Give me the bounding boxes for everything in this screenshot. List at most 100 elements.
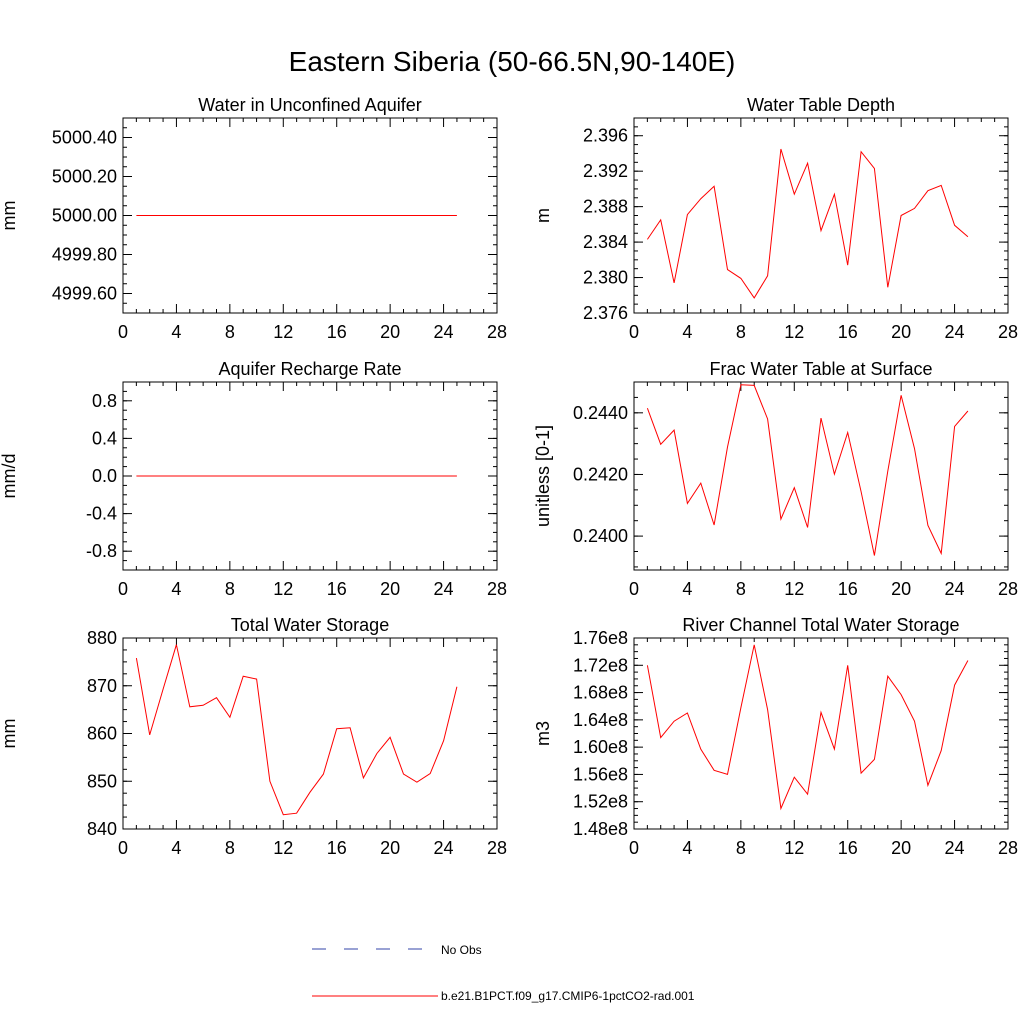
- x-tick-label: 4: [682, 322, 692, 342]
- x-tick-label: 4: [682, 838, 692, 858]
- x-tick-label: 28: [998, 838, 1018, 858]
- x-tick-label: 8: [225, 838, 235, 858]
- chart-panel-4: Frac Water Table at Surface 0 4 8 12 16 20 24 28…: [533, 359, 1018, 599]
- y-tick-label: 0.2420: [573, 464, 628, 484]
- y-tick-label: 0.2400: [573, 526, 628, 546]
- x-tick-label: 28: [998, 322, 1018, 342]
- legend: No Obs b.e21.B1PCT.f09_g17.CMIP6-1pctCO2-…: [312, 943, 695, 1003]
- chart-panel-2: Water Table Depth 0 4 8 12 16 20 24 28 2.376 2.380…: [533, 95, 1018, 342]
- x-tick-label: 28: [487, 579, 507, 599]
- x-tick-label: 16: [838, 579, 858, 599]
- y-tick-label: -0.8: [86, 541, 117, 561]
- x-tick-label: 20: [891, 322, 911, 342]
- panel-title: Total Water Storage: [231, 615, 389, 635]
- y-tick-label: -0.4: [86, 504, 117, 524]
- panel-title: Aquifer Recharge Rate: [218, 359, 401, 379]
- series-line: [646, 644, 969, 811]
- x-tick-label: 28: [487, 838, 507, 858]
- series-line: [646, 384, 969, 556]
- figure-title: Eastern Siberia (50-66.5N,90-140E): [288, 46, 736, 77]
- plot-frame: [633, 637, 1009, 830]
- y-tick-label: 850: [87, 771, 117, 791]
- x-tick-label: 24: [945, 579, 965, 599]
- x-tick-label: 0: [118, 579, 128, 599]
- series-line: [646, 148, 969, 299]
- x-tick-label: 16: [838, 322, 858, 342]
- y-tick-label: 0.0: [92, 466, 117, 486]
- x-tick-label: 20: [380, 838, 400, 858]
- chart-panel-1: Water in Unconfined Aquifer 0 4 8 12 16 20 24 28…: [0, 95, 507, 342]
- y-tick-label: 2.396: [583, 126, 628, 146]
- y-tick-label: 860: [87, 724, 117, 744]
- plot-frame: [633, 381, 1009, 571]
- y-tick-label: 2.388: [583, 197, 628, 217]
- y-axis-label: mm: [0, 201, 19, 231]
- y-tick-label: 1.72e8: [573, 655, 628, 675]
- y-tick-label: 5000.20: [52, 167, 117, 187]
- y-tick-label: 0.2440: [573, 403, 628, 423]
- x-tick-label: 0: [629, 322, 639, 342]
- x-tick-label: 12: [784, 838, 804, 858]
- x-tick-label: 4: [171, 322, 181, 342]
- x-tick-label: 8: [736, 838, 746, 858]
- x-tick-label: 8: [225, 579, 235, 599]
- chart-panel-5: Total Water Storage 0 4 8 12 16 20 24 28 840 850 86…: [0, 615, 507, 858]
- y-tick-label: 870: [87, 676, 117, 696]
- y-tick-label: 1.68e8: [573, 683, 628, 703]
- x-tick-label: 20: [891, 579, 911, 599]
- x-tick-label: 20: [380, 322, 400, 342]
- y-tick-label: 2.380: [583, 268, 628, 288]
- x-tick-label: 8: [736, 322, 746, 342]
- series-line: [135, 644, 458, 816]
- x-tick-label: 12: [273, 322, 293, 342]
- x-tick-label: 28: [487, 322, 507, 342]
- y-tick-label: 4999.80: [52, 245, 117, 265]
- y-tick-label: 0.8: [92, 391, 117, 411]
- x-tick-label: 0: [118, 838, 128, 858]
- y-tick-label: 4999.60: [52, 284, 117, 304]
- x-tick-label: 0: [629, 579, 639, 599]
- plot-frame: [633, 117, 1009, 314]
- y-tick-label: 5000.00: [52, 206, 117, 226]
- x-tick-label: 4: [171, 838, 181, 858]
- y-tick-label: 2.392: [583, 161, 628, 181]
- y-tick-label: 2.384: [583, 232, 628, 252]
- x-tick-label: 16: [327, 579, 347, 599]
- x-tick-label: 16: [327, 322, 347, 342]
- x-tick-label: 12: [784, 322, 804, 342]
- x-tick-label: 16: [838, 838, 858, 858]
- x-tick-label: 20: [891, 838, 911, 858]
- x-tick-label: 16: [327, 838, 347, 858]
- y-tick-label: 0.4: [92, 428, 117, 448]
- x-tick-label: 20: [380, 579, 400, 599]
- panel-title: Water in Unconfined Aquifer: [198, 95, 421, 115]
- x-tick-label: 4: [171, 579, 181, 599]
- y-tick-label: 840: [87, 819, 117, 839]
- y-tick-label: 1.48e8: [573, 819, 628, 839]
- x-tick-label: 12: [273, 838, 293, 858]
- chart-panel-6: River Channel Total Water Storage 0 4 8 12 16…: [533, 615, 1018, 858]
- x-tick-label: 4: [682, 579, 692, 599]
- y-tick-label: 880: [87, 628, 117, 648]
- x-tick-label: 12: [784, 579, 804, 599]
- x-tick-label: 24: [434, 322, 454, 342]
- panel-title: Water Table Depth: [747, 95, 895, 115]
- x-tick-label: 24: [945, 322, 965, 342]
- x-tick-label: 8: [225, 322, 235, 342]
- panel-title: River Channel Total Water Storage: [682, 615, 959, 635]
- y-axis-label: unitless [0-1]: [533, 425, 553, 527]
- y-tick-label: 1.64e8: [573, 710, 628, 730]
- chart-panel-3: Aquifer Recharge Rate 0 4 8 12 16 20 24 28 -0.8 -0…: [0, 359, 507, 599]
- x-tick-label: 0: [629, 838, 639, 858]
- x-tick-label: 12: [273, 579, 293, 599]
- x-tick-label: 24: [434, 579, 454, 599]
- x-tick-label: 24: [434, 838, 454, 858]
- x-tick-label: 28: [998, 579, 1018, 599]
- legend-label-model: b.e21.B1PCT.f09_g17.CMIP6-1pctCO2-rad.00…: [441, 989, 695, 1003]
- panel-title: Frac Water Table at Surface: [709, 359, 932, 379]
- y-tick-label: 1.52e8: [573, 792, 628, 812]
- x-tick-label: 8: [736, 579, 746, 599]
- y-axis-label: mm: [0, 719, 19, 749]
- y-tick-label: 1.60e8: [573, 737, 628, 757]
